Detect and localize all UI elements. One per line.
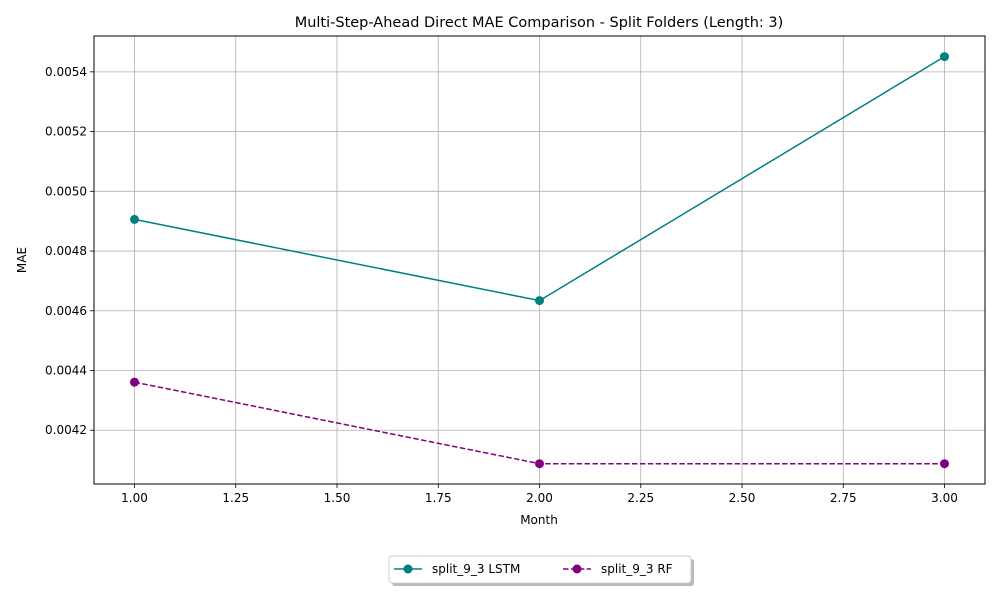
- x-tick-label: 1.00: [121, 491, 148, 505]
- data-point-rf: [940, 459, 949, 469]
- x-tick-label: 1.25: [222, 491, 249, 505]
- y-tick-label: 0.0042: [45, 423, 87, 437]
- data-point-rf: [535, 459, 544, 469]
- legend-marker-lstm: [403, 564, 413, 574]
- series-layer: [130, 52, 949, 469]
- y-tick-label: 0.0054: [45, 65, 87, 79]
- legend-label-rf: split_9_3 RF: [601, 562, 673, 576]
- y-tick-label: 0.0046: [45, 304, 87, 318]
- y-tick-label: 0.0048: [45, 244, 87, 258]
- grid: [94, 36, 985, 484]
- chart-title: Multi-Step-Ahead Direct MAE Comparison -…: [295, 15, 784, 31]
- y-axis-label: MAE: [15, 247, 29, 273]
- x-tick-label: 2.75: [830, 491, 857, 505]
- legend-marker-rf: [572, 564, 582, 574]
- y-axis: 0.0042 0.0044 0.0046 0.0048 0.0050 0.0052 0.00…: [45, 65, 94, 437]
- data-point-lstm: [940, 52, 949, 62]
- x-tick-label: 2.25: [627, 491, 654, 505]
- y-tick-label: 0.0052: [45, 125, 87, 139]
- legend: split_9_3 LSTM split_9_3 RF: [388, 555, 694, 586]
- legend-box: [388, 555, 692, 584]
- x-tick-label: 3.00: [931, 491, 958, 505]
- data-point-lstm: [535, 296, 544, 306]
- x-tick-label: 1.50: [324, 491, 351, 505]
- data-point-rf: [130, 377, 139, 387]
- x-tick-label: 1.75: [425, 491, 452, 505]
- y-tick-label: 0.0050: [45, 184, 87, 198]
- x-tick-label: 2.50: [729, 491, 756, 505]
- y-tick-label: 0.0044: [45, 364, 87, 378]
- x-axis: 1.00 1.25 1.50 1.75 2.00 2.25 2.50 2.75 3.00: [121, 484, 958, 505]
- x-axis-label: Month: [520, 513, 558, 527]
- legend-label-lstm: split_9_3 LSTM: [432, 562, 520, 576]
- x-tick-label: 2.00: [526, 491, 553, 505]
- data-point-lstm: [130, 214, 139, 224]
